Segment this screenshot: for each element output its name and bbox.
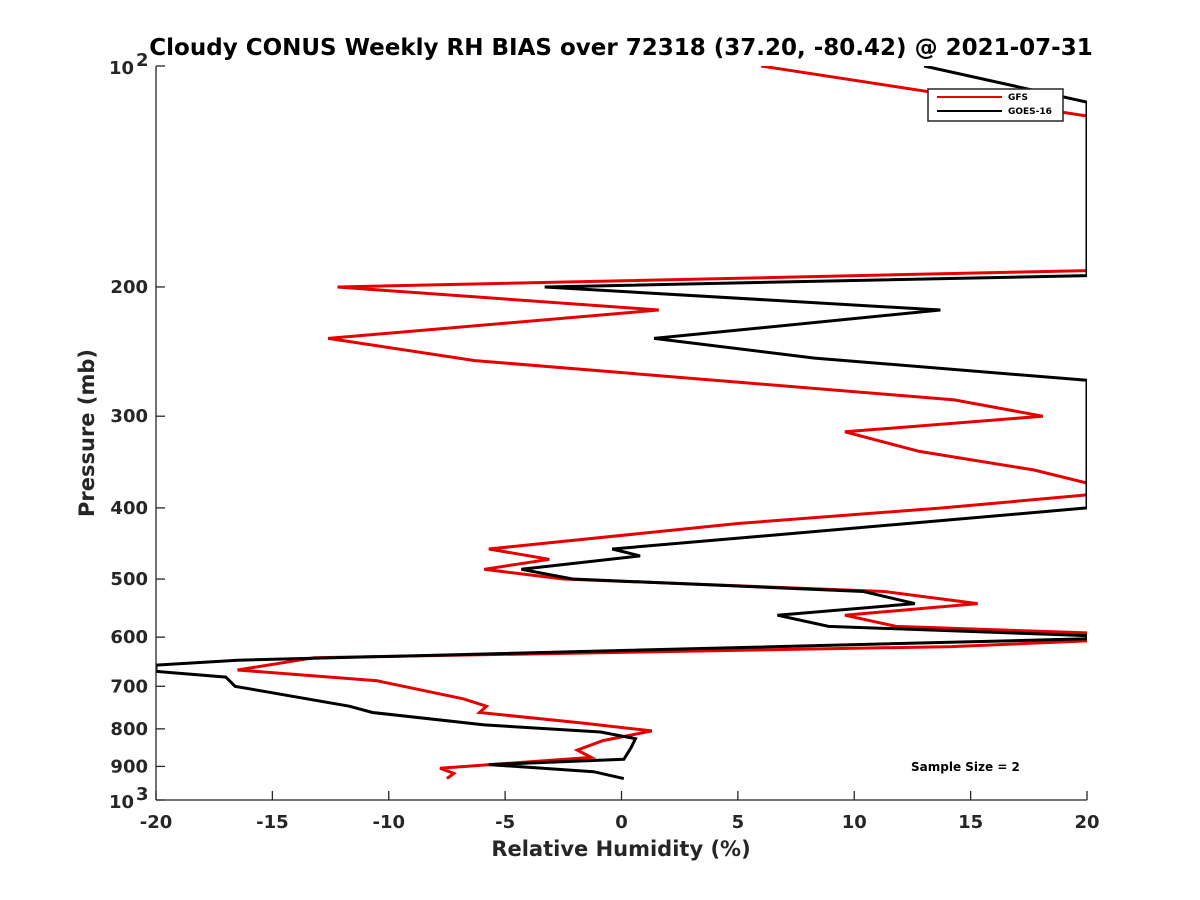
series-line-goes-16 — [156, 66, 1087, 781]
sample-size-annotation: Sample Size = 2 — [911, 760, 1020, 774]
x-tick-label: 0 — [615, 812, 628, 833]
y-tick-label: 200 — [110, 277, 148, 298]
legend: GFS GOES-16 — [927, 88, 1064, 122]
legend-box — [927, 88, 1064, 122]
series-group — [156, 66, 1087, 781]
y-tick-label: 700 — [110, 676, 148, 697]
y-tick-label: 600 — [110, 627, 148, 648]
x-tick-label: 5 — [732, 812, 745, 833]
y-tick-label: 800 — [110, 719, 148, 740]
legend-label-gfs: GFS — [1008, 93, 1028, 103]
y-tick-label: 900 — [110, 756, 148, 777]
y-tick-label: 400 — [110, 498, 148, 519]
x-tick-label: 15 — [958, 812, 983, 833]
plot-area — [155, 66, 1087, 801]
x-axis-label: Relative Humidity (%) — [491, 837, 750, 861]
y-axis-label: Pressure (mb) — [75, 349, 99, 517]
chart-title: Cloudy CONUS Weekly RH BIAS over 72318 (… — [149, 35, 1092, 61]
x-tick-label: -20 — [140, 812, 173, 833]
x-tick-label: -10 — [372, 812, 405, 833]
x-tick-label: -15 — [256, 812, 289, 833]
y-tick-label: 10 — [109, 58, 134, 79]
x-tick-label: -5 — [495, 812, 515, 833]
y-tick-exponent: 2 — [136, 50, 149, 71]
x-tick-label: 10 — [842, 812, 867, 833]
y-tick-exponent: 3 — [136, 784, 149, 805]
legend-label-goes16: GOES-16 — [1008, 107, 1052, 117]
x-tick-label: 20 — [1074, 812, 1099, 833]
series-line-gfs — [237, 66, 1087, 780]
y-tick-label: 500 — [110, 569, 148, 590]
y-tick-label: 10 — [109, 792, 134, 813]
x-axis-ticks: -20 -15 -10 -5 0 5 10 15 20 — [140, 791, 1100, 833]
y-tick-label: 300 — [110, 406, 148, 427]
